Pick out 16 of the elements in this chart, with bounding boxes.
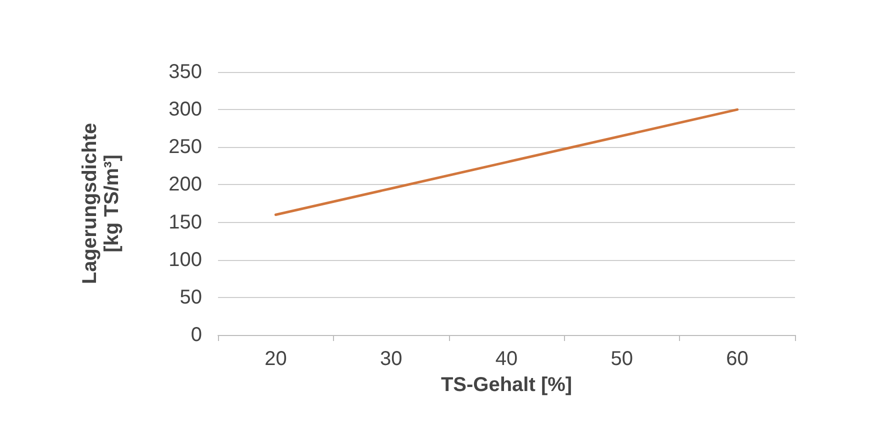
y-tick-label: 350 (168, 61, 202, 83)
y-tick-label: 300 (168, 98, 202, 121)
y-tick-label: 200 (168, 174, 202, 196)
x-tick-label: 50 (610, 348, 634, 370)
y-tick-label: 0 (190, 324, 202, 346)
x-tick-label: 30 (380, 348, 402, 370)
y-tick-label: 50 (180, 286, 202, 308)
y-tick-label: 150 (168, 211, 202, 234)
x-axis-title: TS-Gehalt [%] (440, 374, 572, 396)
line-series (274, 108, 739, 216)
y-tick-label: 250 (168, 136, 202, 158)
y-axis-title: Lagerungsdichte [kg TS/m³] (79, 122, 123, 284)
y-tick-label: 100 (168, 248, 202, 271)
x-tick-label: 20 (264, 348, 287, 370)
x-tick-label: 40 (495, 348, 518, 370)
x-tick-label: 60 (726, 348, 748, 370)
